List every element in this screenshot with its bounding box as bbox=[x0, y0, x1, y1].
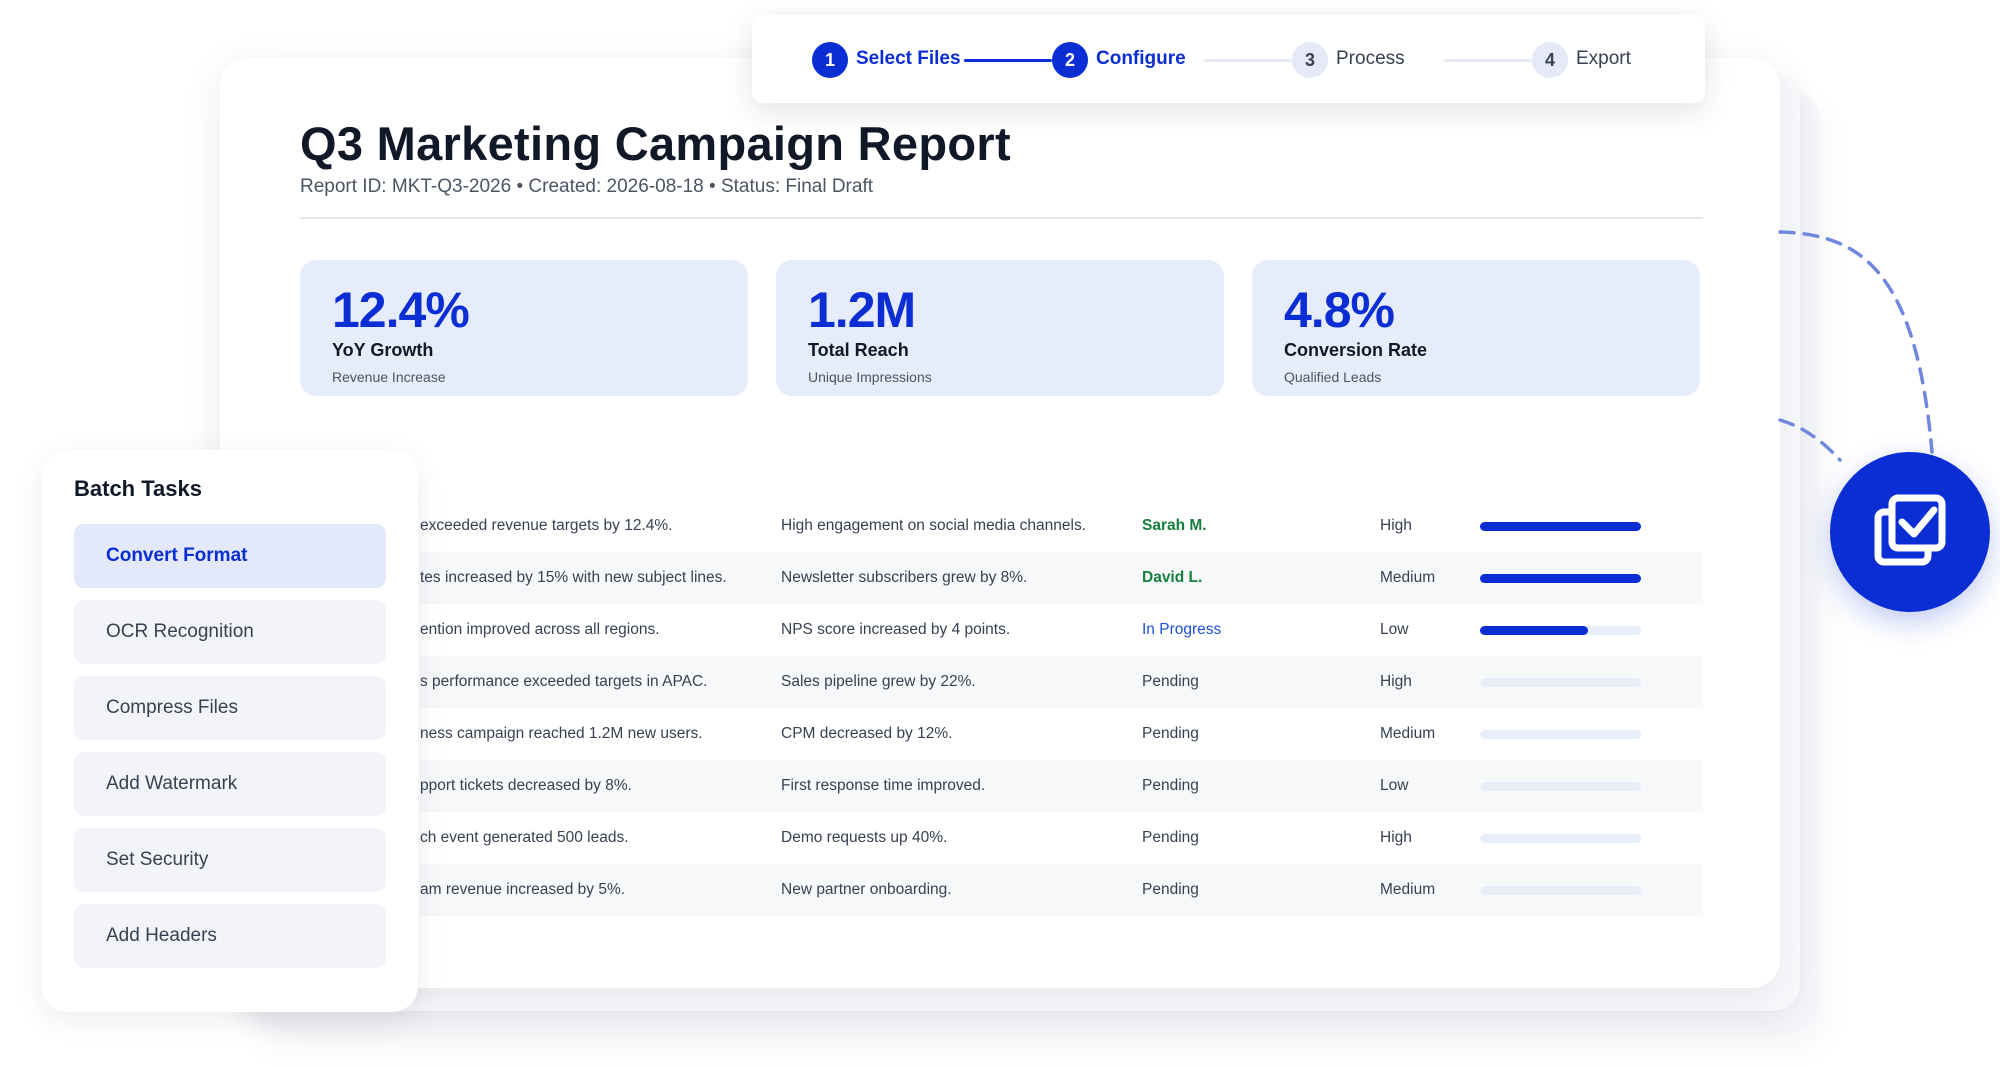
dashed-connector bbox=[1778, 418, 1842, 462]
stat-label: Conversion Rate bbox=[1284, 340, 1428, 360]
report-document: Q3 Marketing Campaign Report Report ID: … bbox=[220, 58, 1780, 988]
detail-cell: High engagement on social media channels… bbox=[781, 517, 1087, 534]
detail-cell: Newsletter subscribers grew by 8%. bbox=[781, 569, 1028, 586]
priority-cell: High bbox=[1380, 517, 1412, 534]
task-ocr-recognition[interactable]: OCR Recognition bbox=[74, 600, 386, 664]
stat-label: YoY Growth bbox=[332, 340, 434, 360]
divider bbox=[300, 217, 1703, 219]
summary-cell: s performance exceeded targets in APAC. bbox=[420, 673, 708, 690]
stat-sublabel: Revenue Increase bbox=[332, 369, 446, 385]
status-cell: David L. bbox=[1142, 569, 1203, 586]
progress-fill bbox=[1480, 522, 1641, 531]
batch-tasks-panel: Batch Tasks Convert Format OCR Recogniti… bbox=[42, 450, 418, 1012]
stat-card-conversion-rate: 4.8% Conversion Rate Qualified Leads bbox=[1252, 260, 1700, 396]
dashed-connector bbox=[1778, 230, 1934, 454]
table-row: exceeded revenue targets by 12.4%. High … bbox=[420, 500, 1703, 552]
status-cell: Sarah M. bbox=[1142, 517, 1207, 534]
status-cell: Pending bbox=[1142, 881, 1199, 898]
step-2-label[interactable]: Configure bbox=[1096, 48, 1186, 69]
table-row: ness campaign reached 1.2M new users. CP… bbox=[420, 708, 1703, 760]
stat-card-yoy-growth: 12.4% YoY Growth Revenue Increase bbox=[300, 260, 748, 396]
progress-bar bbox=[1480, 574, 1641, 583]
detail-cell: First response time improved. bbox=[781, 777, 986, 794]
table-row: tes increased by 15% with new subject li… bbox=[420, 552, 1703, 604]
progress-fill bbox=[1480, 626, 1588, 635]
summary-cell: ch event generated 500 leads. bbox=[420, 829, 629, 846]
task-compress-files[interactable]: Compress Files bbox=[74, 676, 386, 740]
priority-cell: Medium bbox=[1380, 881, 1436, 898]
step-1-circle[interactable]: 1 bbox=[812, 42, 848, 78]
status-cell: Pending bbox=[1142, 673, 1199, 690]
detail-cell: New partner onboarding. bbox=[781, 881, 952, 898]
status-cell: Pending bbox=[1142, 777, 1199, 794]
step-1-label[interactable]: Select Files bbox=[856, 48, 961, 69]
progress-bar bbox=[1480, 626, 1641, 635]
task-add-headers[interactable]: Add Headers bbox=[74, 904, 386, 968]
table-row: am revenue increased by 5%. New partner … bbox=[420, 864, 1703, 916]
step-connector bbox=[1444, 59, 1532, 62]
batch-tasks-title: Batch Tasks bbox=[74, 476, 202, 501]
workflow-stepper: 1 Select Files 2 Configure 3 Process 4 E… bbox=[752, 15, 1705, 103]
summary-cell: am revenue increased by 5%. bbox=[420, 881, 626, 898]
detail-cell: Demo requests up 40%. bbox=[781, 829, 948, 846]
step-4-circle[interactable]: 4 bbox=[1532, 42, 1568, 78]
task-convert-format[interactable]: Convert Format bbox=[74, 524, 386, 588]
progress-bar bbox=[1480, 730, 1641, 739]
stat-card-total-reach: 1.2M Total Reach Unique Impressions bbox=[776, 260, 1224, 396]
batch-badge[interactable] bbox=[1830, 452, 1990, 612]
summary-cell: ention improved across all regions. bbox=[420, 621, 660, 638]
table-row: ch event generated 500 leads. Demo reque… bbox=[420, 812, 1703, 864]
table-row: s performance exceeded targets in APAC. … bbox=[420, 656, 1703, 708]
table-row: pport tickets decreased by 8%. First res… bbox=[420, 760, 1703, 812]
progress-bar bbox=[1480, 886, 1641, 895]
report-meta: Report ID: MKT-Q3-2026 • Created: 2026-0… bbox=[300, 176, 874, 197]
batch-documents-check-icon bbox=[1874, 494, 1946, 566]
priority-cell: High bbox=[1380, 829, 1412, 846]
priority-cell: Low bbox=[1380, 621, 1409, 638]
summary-cell: ness campaign reached 1.2M new users. bbox=[420, 725, 703, 742]
step-3-circle[interactable]: 3 bbox=[1292, 42, 1328, 78]
step-connector bbox=[1204, 59, 1292, 62]
stat-sublabel: Unique Impressions bbox=[808, 369, 932, 385]
report-title: Q3 Marketing Campaign Report bbox=[300, 117, 1011, 170]
status-cell: Pending bbox=[1142, 725, 1199, 742]
step-3-label[interactable]: Process bbox=[1336, 48, 1405, 69]
stat-label: Total Reach bbox=[808, 340, 909, 360]
detail-cell: Sales pipeline grew by 22%. bbox=[781, 673, 976, 690]
progress-fill bbox=[1480, 574, 1641, 583]
table-row: ention improved across all regions. NPS … bbox=[420, 604, 1703, 656]
detail-cell: NPS score increased by 4 points. bbox=[781, 621, 1011, 638]
stat-sublabel: Qualified Leads bbox=[1284, 369, 1382, 385]
progress-bar bbox=[1480, 834, 1641, 843]
priority-cell: Medium bbox=[1380, 725, 1436, 742]
step-connector bbox=[964, 59, 1052, 62]
progress-bar bbox=[1480, 678, 1641, 687]
progress-bar bbox=[1480, 782, 1641, 791]
step-2-circle[interactable]: 2 bbox=[1052, 42, 1088, 78]
status-cell: In Progress bbox=[1142, 621, 1222, 638]
summary-cell: exceeded revenue targets by 12.4%. bbox=[420, 517, 673, 534]
step-4-label[interactable]: Export bbox=[1576, 48, 1631, 69]
priority-cell: Low bbox=[1380, 777, 1409, 794]
task-add-watermark[interactable]: Add Watermark bbox=[74, 752, 386, 816]
progress-bar bbox=[1480, 522, 1641, 531]
summary-cell: tes increased by 15% with new subject li… bbox=[420, 569, 727, 586]
status-cell: Pending bbox=[1142, 829, 1199, 846]
stat-value: 12.4% bbox=[332, 282, 470, 338]
summary-cell: pport tickets decreased by 8%. bbox=[420, 777, 632, 794]
detail-cell: CPM decreased by 12%. bbox=[781, 725, 953, 742]
stat-value: 4.8% bbox=[1284, 282, 1395, 338]
priority-cell: High bbox=[1380, 673, 1412, 690]
results-table: exceeded revenue targets by 12.4%. High … bbox=[420, 500, 1703, 916]
stat-value: 1.2M bbox=[808, 282, 916, 338]
task-set-security[interactable]: Set Security bbox=[74, 828, 386, 892]
priority-cell: Medium bbox=[1380, 569, 1436, 586]
